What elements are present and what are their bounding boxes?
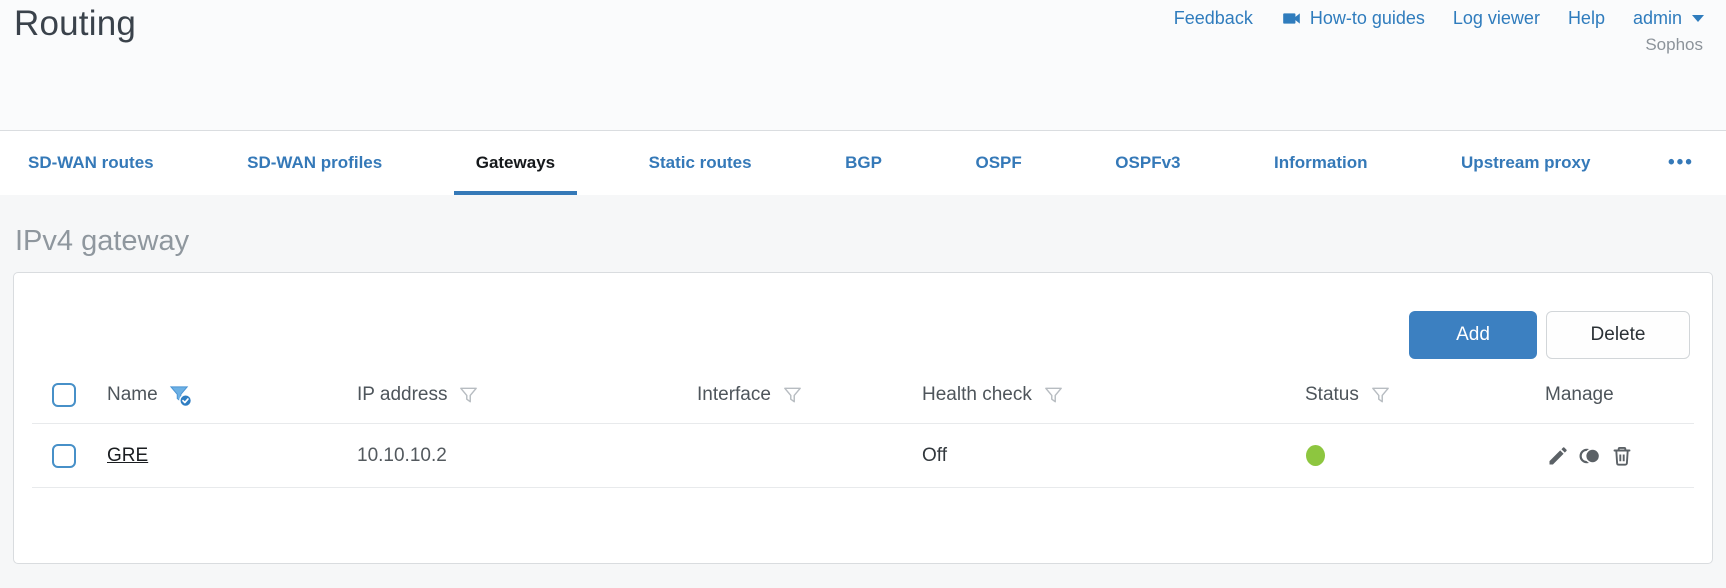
org-name: Sophos [1645, 35, 1703, 54]
tab-label: Static routes [648, 153, 752, 172]
chevron-down-icon [1692, 15, 1704, 22]
table-row: GRE 10.10.10.2 Off [32, 423, 1694, 488]
column-header-manage: Manage [1525, 384, 1694, 406]
help-link[interactable]: Help [1568, 8, 1605, 29]
user-menu[interactable]: admin [1633, 8, 1704, 29]
clone-icon [1578, 444, 1602, 468]
howto-guides-link[interactable]: How-to guides [1281, 8, 1425, 29]
row-manage-cell [1525, 443, 1694, 469]
status-up-indicator [1306, 445, 1325, 466]
section-heading: IPv4 gateway [15, 225, 190, 257]
howto-guides-label: How-to guides [1309, 8, 1425, 28]
tab-ospf[interactable]: OSPF [953, 131, 1043, 195]
select-all-checkbox[interactable] [52, 383, 76, 407]
feedback-link-label: Feedback [1173, 8, 1253, 28]
tab-label: Gateways [475, 153, 556, 172]
column-header-status: Status [1285, 384, 1525, 407]
tab-gateways[interactable]: Gateways [453, 131, 578, 195]
header-utility-area: Feedback How-to guides Log viewer Help a… [1174, 8, 1704, 55]
routing-tabbar: SD-WAN routes SD-WAN profiles Gateways S… [0, 130, 1726, 195]
health-check-value: Off [922, 444, 947, 466]
funnel-icon [1042, 384, 1065, 407]
name-filter-button[interactable] [168, 383, 193, 408]
tab-bgp[interactable]: BGP [823, 131, 904, 195]
page-header: Routing Feedback How-to guides Log viewe… [0, 0, 1726, 130]
row-status-cell [1285, 445, 1525, 466]
column-label: Status [1305, 384, 1359, 405]
feedback-link[interactable]: Feedback [1174, 8, 1253, 29]
tab-label: BGP [845, 153, 882, 172]
ipv4-gateway-card: Add Delete Name [13, 272, 1713, 564]
column-header-health-check: Health check [902, 384, 1285, 407]
column-label: Name [107, 384, 158, 405]
gateway-table: Name IP address [32, 367, 1694, 488]
funnel-icon [781, 384, 804, 407]
tab-ospfv3[interactable]: OSPFv3 [1093, 131, 1202, 195]
column-header-interface: Interface [677, 384, 902, 407]
tabs-overflow-button[interactable]: ••• [1662, 131, 1700, 195]
table-header-row: Name IP address [32, 367, 1694, 423]
utility-nav: Feedback How-to guides Log viewer Help a… [1174, 8, 1704, 29]
health-check-filter-button[interactable] [1042, 384, 1065, 407]
row-name-cell: GRE [87, 445, 337, 467]
tab-label: Information [1274, 153, 1368, 172]
column-label: Interface [697, 384, 771, 405]
ip-address-value: 10.10.10.2 [357, 444, 447, 466]
column-label: IP address [357, 384, 448, 405]
trash-icon [1610, 444, 1634, 468]
tab-upstream-proxy[interactable]: Upstream proxy [1439, 131, 1612, 195]
log-viewer-label: Log viewer [1452, 8, 1540, 28]
pencil-icon [1546, 444, 1570, 468]
edit-button[interactable] [1545, 443, 1571, 469]
funnel-icon [457, 384, 480, 407]
tab-static-routes[interactable]: Static routes [627, 131, 774, 195]
column-label: Health check [922, 384, 1032, 405]
row-checkbox-cell [32, 443, 87, 468]
tab-label: OSPF [975, 153, 1022, 172]
help-label: Help [1567, 8, 1605, 28]
tab-label: SD-WAN routes [28, 153, 154, 172]
main-content: IPv4 gateway Add Delete Name [0, 225, 1726, 564]
tab-information[interactable]: Information [1252, 131, 1390, 195]
tab-label: OSPFv3 [1115, 153, 1181, 172]
column-header-ip-address: IP address [337, 384, 677, 407]
funnel-check-icon [168, 383, 193, 408]
row-checkbox[interactable] [52, 443, 76, 468]
status-filter-button[interactable] [1369, 384, 1392, 407]
delete-row-button[interactable] [1609, 443, 1635, 469]
log-viewer-link[interactable]: Log viewer [1453, 8, 1540, 29]
table-toolbar: Add Delete [14, 273, 1712, 359]
ip-address-filter-button[interactable] [457, 384, 480, 407]
header-checkbox-cell [32, 383, 87, 407]
interface-filter-button[interactable] [781, 384, 804, 407]
page-title: Routing [14, 4, 137, 43]
tab-sd-wan-profiles[interactable]: SD-WAN profiles [225, 131, 404, 195]
tab-sd-wan-routes[interactable]: SD-WAN routes [6, 131, 176, 195]
tab-label: SD-WAN profiles [247, 153, 383, 172]
tab-label: Upstream proxy [1461, 153, 1591, 172]
row-health-cell: Off [902, 445, 1285, 467]
funnel-icon [1369, 384, 1392, 407]
row-ip-cell: 10.10.10.2 [337, 445, 677, 467]
delete-button[interactable]: Delete [1546, 311, 1690, 359]
column-label: Manage [1545, 384, 1614, 405]
user-menu-label: admin [1632, 8, 1682, 28]
clone-button[interactable] [1577, 443, 1603, 469]
gateway-name-link[interactable]: GRE [107, 444, 149, 466]
column-header-name: Name [87, 383, 337, 408]
ellipsis-icon: ••• [1667, 152, 1694, 173]
add-button[interactable]: Add [1409, 311, 1537, 359]
video-camera-icon [1281, 8, 1302, 29]
